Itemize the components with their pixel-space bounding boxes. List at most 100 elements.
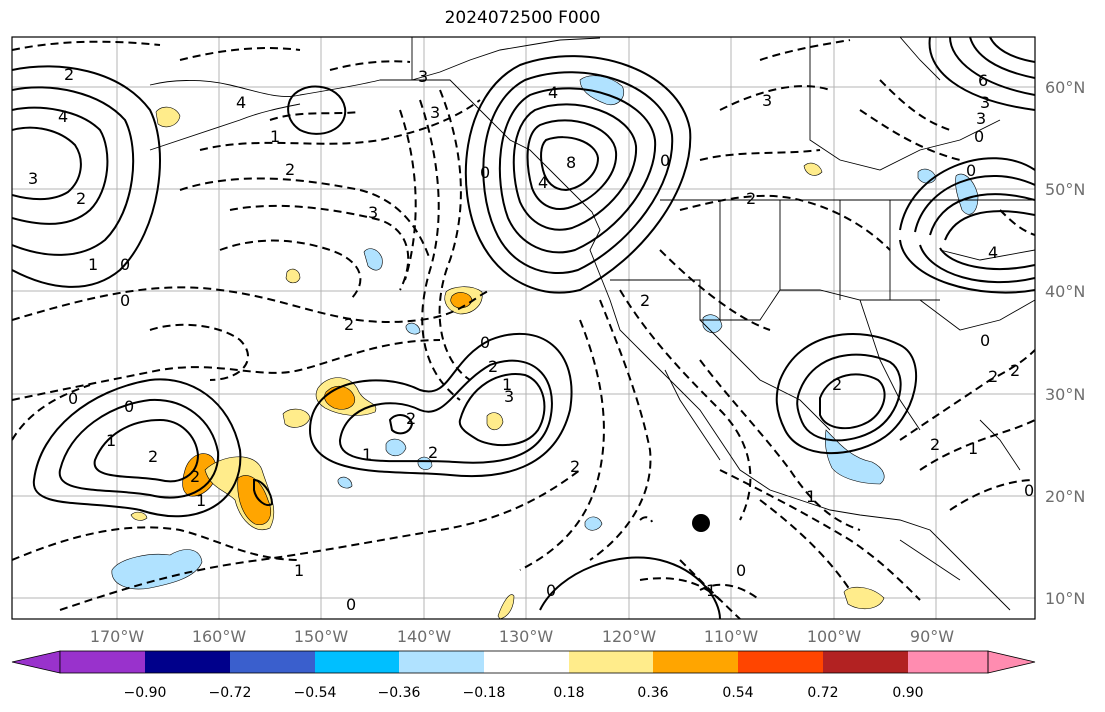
coastlines (149, 37, 1035, 611)
contour-label: 2 (64, 65, 74, 84)
positive-contours (12, 37, 1035, 619)
contour-label: 4 (548, 83, 558, 102)
contour-label: 3 (980, 93, 990, 112)
contour-labels: 2 4 3 2 1 0 0 1 2 3 4 3 3 4 8 4 0 2 2 1 … (28, 65, 1034, 614)
negative-anomaly-patch (405, 322, 421, 335)
colorbar-tick-label: −0.54 (294, 685, 337, 701)
gridlines (12, 37, 1035, 619)
contour-label: 2 (148, 447, 158, 466)
contour-label: 3 (762, 91, 772, 110)
contour-label: 0 (736, 561, 746, 580)
lon-tick-label: 160°W (192, 627, 247, 646)
contour-label: 0 (124, 397, 134, 416)
negative-anomaly-patch (363, 248, 383, 271)
lat-tick-label: 40°N (1045, 282, 1085, 301)
lat-tick-label: 20°N (1045, 487, 1085, 506)
contour-label: 0 (546, 581, 556, 600)
contour-label: 0 (480, 333, 490, 352)
lon-tick-label: 120°W (602, 627, 657, 646)
contour-label: 3 (504, 387, 514, 406)
lat-tick-label: 30°N (1045, 385, 1085, 404)
negative-anomaly-patch (337, 476, 353, 489)
latitude-axis: 60°N 50°N 40°N 30°N 20°N 10°N (1045, 78, 1085, 608)
colorbar-tick-label: −0.72 (209, 685, 252, 701)
colorbar-tick-label: −0.18 (463, 685, 506, 701)
contour-label: 3 (368, 203, 378, 222)
contour-label: 2 (428, 443, 438, 462)
positive-anomaly-patch (285, 268, 301, 284)
contour-label: 2 (746, 189, 756, 208)
positive-anomaly-patch (486, 412, 504, 431)
contour-label: 0 (974, 127, 984, 146)
map-area (12, 37, 1035, 619)
lon-tick-label: 170°W (90, 627, 145, 646)
positive-anomaly-patch (497, 594, 515, 619)
lon-tick-label: 110°W (704, 627, 759, 646)
contour-label: 2 (190, 467, 200, 486)
contour-label: 2 (988, 367, 998, 386)
contour-label: 4 (236, 93, 246, 112)
negative-anomaly-patch (824, 429, 885, 485)
station-marker (692, 514, 710, 532)
contour-label: 3 (430, 103, 440, 122)
contour-label: 0 (1024, 481, 1034, 500)
contour-label: 0 (68, 389, 78, 408)
contour-label: 4 (58, 107, 68, 126)
contour-label: 0 (120, 255, 130, 274)
negative-anomaly-patch (111, 549, 203, 590)
negative-contours (12, 39, 1035, 619)
contour-label: 0 (966, 161, 976, 180)
contour-label: 2 (344, 315, 354, 334)
positive-anomaly-patch (282, 408, 311, 428)
lat-tick-label: 10°N (1045, 589, 1085, 608)
lon-tick-label: 150°W (294, 627, 349, 646)
lon-tick-label: 140°W (397, 627, 452, 646)
colorbar-swatch (823, 651, 908, 673)
colorbar-swatch (60, 651, 145, 673)
lon-tick-label: 100°W (807, 627, 862, 646)
lon-tick-label: 130°W (499, 627, 554, 646)
contour-label: 1 (706, 581, 716, 600)
colorbar-swatch (315, 651, 399, 673)
positive-anomaly-patch (843, 586, 885, 610)
contour-label: 2 (570, 457, 580, 476)
colorbar-swatch (230, 651, 315, 673)
colorbar-swatch (484, 651, 569, 673)
contour-label: 3 (976, 109, 986, 128)
colorbar-swatch (908, 651, 988, 673)
colorbar-tick-label: −0.90 (124, 685, 167, 701)
contour-label: 0 (660, 151, 670, 170)
colorbar-tick-label: 0.54 (722, 685, 753, 701)
lon-tick-label: 90°W (910, 627, 954, 646)
lat-tick-label: 60°N (1045, 78, 1085, 97)
positive-anomaly-patch (130, 511, 148, 521)
contour-label: 0 (480, 163, 490, 182)
colorbar-min-extension (11, 650, 61, 674)
negative-anomaly-patch (385, 438, 407, 457)
colorbar-swatch (399, 651, 484, 673)
contour-label: 3 (28, 169, 38, 188)
negative-anomaly-patch (584, 516, 603, 531)
colorbar-tick-label: −0.36 (378, 685, 421, 701)
colorbar-swatch (569, 651, 653, 673)
contour-label: 1 (362, 445, 372, 464)
contour-label: 2 (832, 375, 842, 394)
contour-label: 1 (968, 439, 978, 458)
map-title: 2024072500 F000 (444, 8, 601, 28)
contour-label: 8 (566, 153, 576, 172)
colorbar-swatch (653, 651, 738, 673)
positive-anomaly-patch (803, 162, 823, 176)
colorbar-tick-label: 0.90 (892, 685, 923, 701)
contour-label: 2 (76, 189, 86, 208)
contour-label: 2 (488, 357, 498, 376)
colorbar-swatch (145, 651, 230, 673)
colorbar-max-extension (987, 650, 1036, 674)
contour-label: 2 (1010, 361, 1020, 380)
colorbar-tick-label: 0.72 (807, 685, 838, 701)
contour-label: 1 (106, 431, 116, 450)
contour-label: 1 (294, 561, 304, 580)
negative-anomaly-patch (955, 173, 979, 215)
contour-label: 0 (346, 595, 356, 614)
lat-tick-label: 50°N (1045, 180, 1085, 199)
